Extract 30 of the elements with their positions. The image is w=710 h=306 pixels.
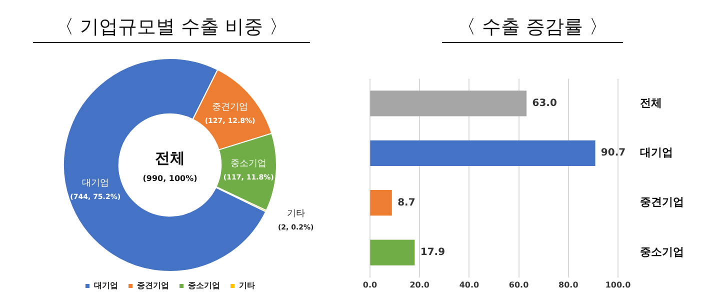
chart-title: 〈 기업규모별 수출 비중 〉 [33,14,310,43]
data-label: 8.7 [398,197,416,208]
x-tick-label: 80.0 [558,280,579,290]
bar [370,190,392,216]
x-tick-label: 0.0 [362,280,378,290]
slice-label: 기타 [286,208,305,219]
text: (990, 100%) [142,174,198,184]
legend-label: 중소기업 [188,281,220,290]
bar [370,90,527,116]
data-label: 17.9 [420,247,446,258]
y-tick-label: 중소기업 [640,245,684,258]
y-tick-label: 대기업 [640,146,673,160]
slice-label: 대기업 [82,178,109,189]
x-tick-label: 100.0 [605,280,632,290]
legend-label: 기타 [239,281,255,290]
y-tick-label: 전체 [640,96,662,110]
chart-title: 〈 수출 증감률 〉 [442,14,623,43]
x-tick-label: 20.0 [410,280,430,290]
slice-label: 중견기업 [212,102,248,112]
legend-label: 대기업 [94,281,118,290]
legend-label: 중견기업 [137,281,169,290]
bar [370,140,596,166]
slice-label: 중소기업 [230,158,267,169]
x-tick-label: 60.0 [508,280,530,290]
data-label: 90.7 [600,148,626,159]
y-tick-label: 중견기업 [640,196,684,209]
bar [370,240,415,266]
x-tick-label: 40.0 [459,280,480,290]
text: 전체 [155,148,185,167]
data-label: 63.0 [532,98,557,110]
